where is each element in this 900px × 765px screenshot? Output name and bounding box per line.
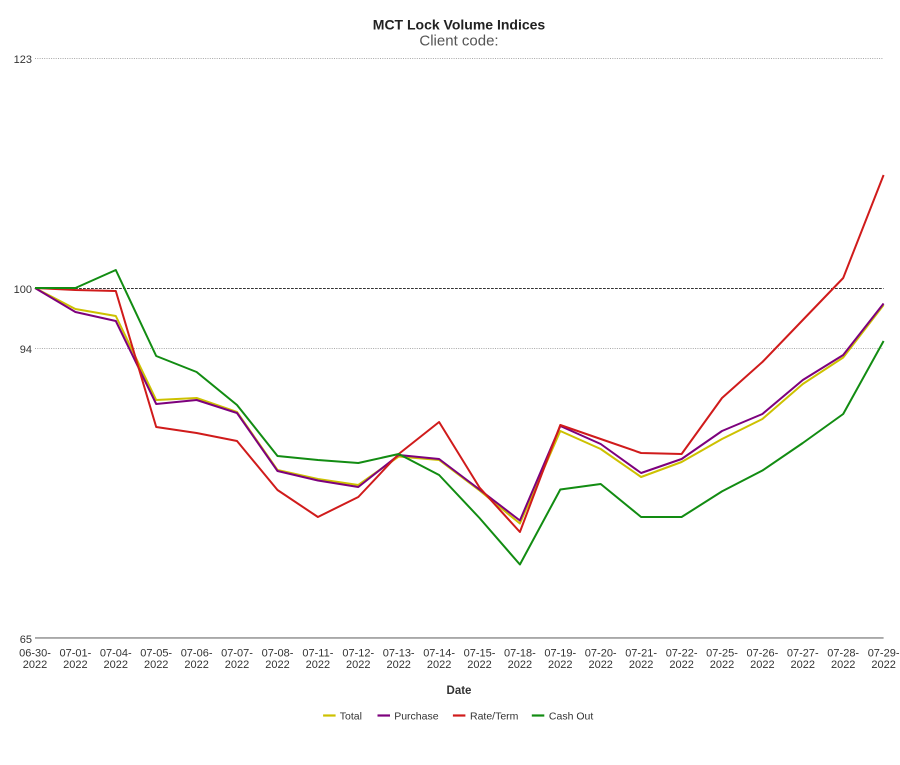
svg-text:2022: 2022	[265, 659, 289, 671]
svg-text:2022: 2022	[144, 659, 168, 671]
svg-text:100: 100	[14, 284, 32, 296]
svg-text:07-18-: 07-18-	[504, 648, 536, 660]
svg-text:07-12-: 07-12-	[342, 648, 374, 660]
svg-text:07-27-: 07-27-	[787, 648, 819, 660]
svg-text:07-28-: 07-28-	[827, 648, 859, 660]
svg-text:94: 94	[20, 344, 32, 356]
svg-text:Cash Out: Cash Out	[549, 711, 593, 723]
svg-text:2022: 2022	[306, 659, 330, 671]
svg-text:07-14-: 07-14-	[423, 648, 455, 660]
svg-text:07-26-: 07-26-	[747, 648, 779, 660]
svg-text:2022: 2022	[750, 659, 774, 671]
svg-text:2022: 2022	[588, 659, 612, 671]
svg-text:07-22-: 07-22-	[666, 648, 698, 660]
svg-text:2022: 2022	[629, 659, 653, 671]
svg-text:07-08-: 07-08-	[262, 648, 294, 660]
svg-text:123: 123	[14, 54, 32, 66]
svg-text:2022: 2022	[508, 659, 532, 671]
svg-text:2022: 2022	[710, 659, 734, 671]
svg-text:2022: 2022	[871, 659, 895, 671]
svg-text:2022: 2022	[427, 659, 451, 671]
svg-text:MCT Lock Volume Indices: MCT Lock Volume Indices	[373, 17, 546, 33]
svg-text:07-19-: 07-19-	[544, 648, 576, 660]
svg-text:07-29-: 07-29-	[868, 648, 900, 660]
svg-text:07-21-: 07-21-	[625, 648, 657, 660]
svg-text:07-13-: 07-13-	[383, 648, 415, 660]
svg-text:Purchase: Purchase	[394, 711, 439, 723]
svg-text:2022: 2022	[63, 659, 87, 671]
svg-text:07-06-: 07-06-	[181, 648, 213, 660]
svg-text:2022: 2022	[467, 659, 491, 671]
svg-text:07-20-: 07-20-	[585, 648, 617, 660]
svg-text:2022: 2022	[386, 659, 410, 671]
svg-text:Total: Total	[340, 711, 362, 723]
svg-text:06-30-: 06-30-	[19, 648, 51, 660]
svg-text:2022: 2022	[23, 659, 47, 671]
svg-text:Rate/Term: Rate/Term	[470, 711, 519, 723]
svg-text:07-05-: 07-05-	[140, 648, 172, 660]
svg-text:2022: 2022	[104, 659, 128, 671]
svg-text:07-01-: 07-01-	[60, 648, 92, 660]
svg-text:65: 65	[20, 634, 32, 646]
svg-text:2022: 2022	[548, 659, 572, 671]
svg-text:Client code:: Client code:	[419, 33, 498, 50]
svg-text:07-07-: 07-07-	[221, 648, 253, 660]
svg-text:2022: 2022	[831, 659, 855, 671]
svg-text:Date: Date	[447, 685, 472, 697]
svg-text:07-04-: 07-04-	[100, 648, 132, 660]
svg-text:2022: 2022	[791, 659, 815, 671]
svg-text:2022: 2022	[225, 659, 249, 671]
svg-text:2022: 2022	[669, 659, 693, 671]
svg-text:2022: 2022	[346, 659, 370, 671]
svg-text:07-15-: 07-15-	[464, 648, 496, 660]
svg-text:07-11-: 07-11-	[302, 648, 333, 660]
svg-text:07-25-: 07-25-	[706, 648, 738, 660]
svg-text:2022: 2022	[184, 659, 208, 671]
